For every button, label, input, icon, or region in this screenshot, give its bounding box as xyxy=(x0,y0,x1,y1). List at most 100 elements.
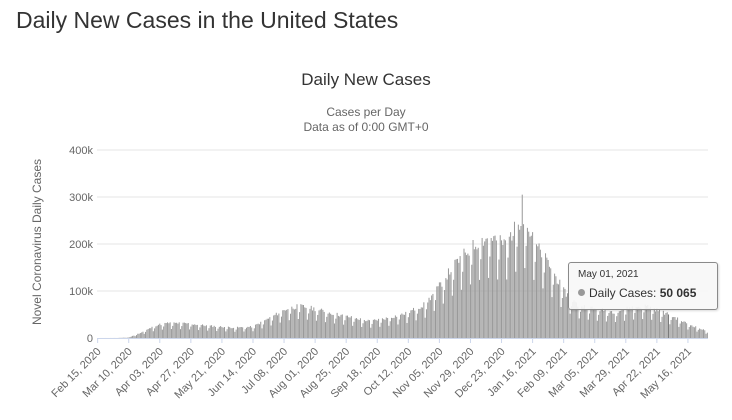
bar[interactable] xyxy=(205,325,207,338)
bar[interactable] xyxy=(392,318,394,338)
bar[interactable] xyxy=(365,321,367,338)
bar[interactable] xyxy=(467,253,469,338)
bar[interactable] xyxy=(622,310,624,338)
bar[interactable] xyxy=(146,329,148,338)
bar[interactable] xyxy=(545,253,547,338)
bar[interactable] xyxy=(198,330,200,338)
bar[interactable] xyxy=(257,323,259,338)
bar[interactable] xyxy=(494,235,496,338)
bar[interactable] xyxy=(459,256,461,338)
bar[interactable] xyxy=(389,321,391,338)
bar[interactable] xyxy=(656,307,658,338)
bar[interactable] xyxy=(603,310,605,338)
bar[interactable] xyxy=(313,307,315,338)
bar[interactable] xyxy=(309,308,311,338)
bar[interactable] xyxy=(345,315,347,338)
bar[interactable] xyxy=(506,279,508,338)
bar[interactable] xyxy=(550,268,552,338)
bar[interactable] xyxy=(204,326,206,338)
bar[interactable] xyxy=(265,319,267,338)
bar[interactable] xyxy=(464,252,466,338)
bar[interactable] xyxy=(231,328,233,338)
bar[interactable] xyxy=(607,315,609,338)
bar[interactable] xyxy=(515,271,517,338)
bar[interactable] xyxy=(557,284,559,338)
bar[interactable] xyxy=(692,326,694,338)
bar[interactable] xyxy=(401,313,403,338)
bar[interactable] xyxy=(541,257,543,338)
bar[interactable] xyxy=(567,293,569,338)
bar[interactable] xyxy=(424,317,426,338)
bar[interactable] xyxy=(271,320,273,338)
bar[interactable] xyxy=(481,237,483,338)
bar[interactable] xyxy=(485,238,487,338)
bar[interactable] xyxy=(519,229,521,338)
bar[interactable] xyxy=(194,324,196,338)
bar[interactable] xyxy=(554,273,556,338)
bar[interactable] xyxy=(330,313,332,338)
bar[interactable] xyxy=(154,328,156,338)
bar[interactable] xyxy=(455,259,457,338)
bar[interactable] xyxy=(532,232,534,338)
bar[interactable] xyxy=(208,328,210,338)
bar[interactable] xyxy=(220,326,222,338)
bar[interactable] xyxy=(680,321,682,338)
bar[interactable] xyxy=(611,311,613,338)
bar[interactable] xyxy=(705,333,707,338)
bar[interactable] xyxy=(442,303,444,338)
bar[interactable] xyxy=(497,279,499,338)
bar[interactable] xyxy=(224,327,226,338)
bar[interactable] xyxy=(432,293,434,338)
bar[interactable] xyxy=(624,320,626,338)
bar[interactable] xyxy=(661,316,663,338)
bar[interactable] xyxy=(183,322,185,338)
bar[interactable] xyxy=(310,305,312,338)
bar[interactable] xyxy=(690,325,692,338)
bar[interactable] xyxy=(415,320,417,338)
bar[interactable] xyxy=(191,324,193,338)
bar[interactable] xyxy=(564,288,566,338)
bar[interactable] xyxy=(138,333,140,338)
bar[interactable] xyxy=(480,259,482,338)
bar[interactable] xyxy=(212,327,214,338)
bar[interactable] xyxy=(356,318,358,338)
bar[interactable] xyxy=(565,296,567,338)
bar[interactable] xyxy=(525,245,527,338)
bar[interactable] xyxy=(413,307,415,338)
bar[interactable] xyxy=(332,314,334,338)
bar[interactable] xyxy=(513,221,515,338)
bar[interactable] xyxy=(379,326,381,338)
bar[interactable] xyxy=(488,277,490,338)
bar[interactable] xyxy=(569,313,571,338)
bar[interactable] xyxy=(425,309,427,338)
bar[interactable] xyxy=(280,316,282,338)
bar[interactable] xyxy=(446,279,448,338)
bar[interactable] xyxy=(346,315,348,338)
bar[interactable] xyxy=(288,320,290,338)
bar[interactable] xyxy=(242,327,244,338)
bar[interactable] xyxy=(236,326,238,338)
bar[interactable] xyxy=(142,331,144,338)
bar[interactable] xyxy=(225,331,227,338)
bar[interactable] xyxy=(568,297,570,338)
bar[interactable] xyxy=(648,308,650,338)
bar[interactable] xyxy=(436,286,438,338)
bar[interactable] xyxy=(688,326,690,338)
bar[interactable] xyxy=(595,309,597,338)
bar[interactable] xyxy=(535,244,537,338)
bar[interactable] xyxy=(577,306,579,338)
bar[interactable] xyxy=(517,224,519,338)
bar[interactable] xyxy=(410,310,412,338)
bar[interactable] xyxy=(295,308,297,338)
bar[interactable] xyxy=(253,328,255,338)
bar[interactable] xyxy=(314,311,316,338)
bar[interactable] xyxy=(472,240,474,338)
bar[interactable] xyxy=(468,255,470,338)
bar[interactable] xyxy=(462,271,464,338)
bar[interactable] xyxy=(135,335,137,338)
bar[interactable] xyxy=(260,321,262,338)
bar[interactable] xyxy=(157,324,159,338)
bar[interactable] xyxy=(319,309,321,338)
bar[interactable] xyxy=(579,311,581,338)
bar[interactable] xyxy=(662,310,664,338)
